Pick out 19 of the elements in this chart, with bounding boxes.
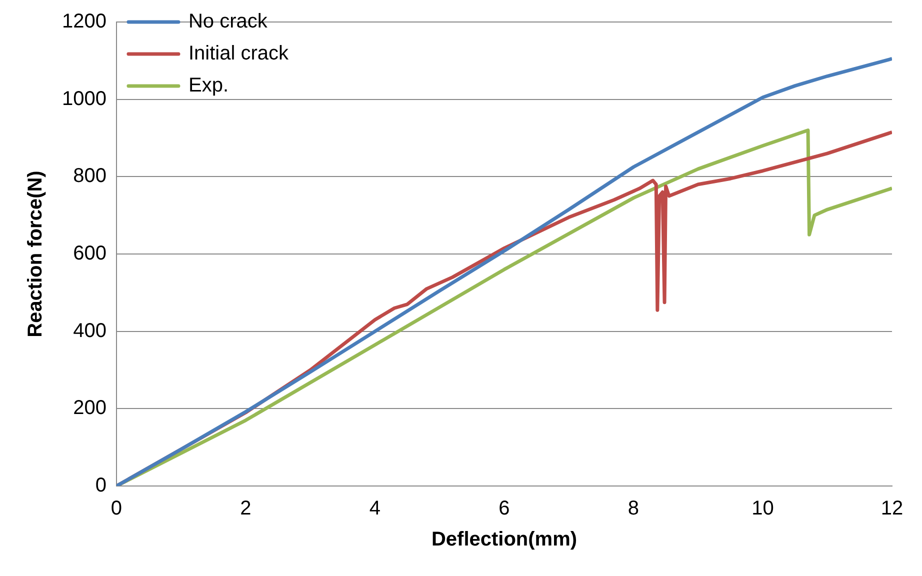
x-tick-label: 10 xyxy=(752,498,774,520)
x-axis-title: Deflection(mm) xyxy=(431,528,578,551)
y-tick-label: 0 xyxy=(95,474,106,497)
x-tick-label: 0 xyxy=(110,498,122,520)
x-tick-label: 12 xyxy=(880,498,904,520)
y-tick-label: 1000 xyxy=(62,88,106,110)
y-tick-label: 800 xyxy=(73,165,106,188)
legend-label: Exp. xyxy=(188,74,229,97)
y-tick-label: 200 xyxy=(73,397,106,420)
legend-label: No crack xyxy=(188,10,268,33)
x-tick-label: 6 xyxy=(498,498,510,520)
y-tick-label: 400 xyxy=(73,320,106,342)
x-tick-label: 8 xyxy=(628,498,640,520)
y-axis-title: Reaction force(N) xyxy=(24,170,47,338)
x-tick-label: 4 xyxy=(369,498,381,520)
y-tick-label: 600 xyxy=(73,242,106,265)
x-tick-label: 2 xyxy=(240,498,252,520)
y-tick-label: 1200 xyxy=(62,10,106,33)
legend-label: Initial crack xyxy=(188,42,290,65)
